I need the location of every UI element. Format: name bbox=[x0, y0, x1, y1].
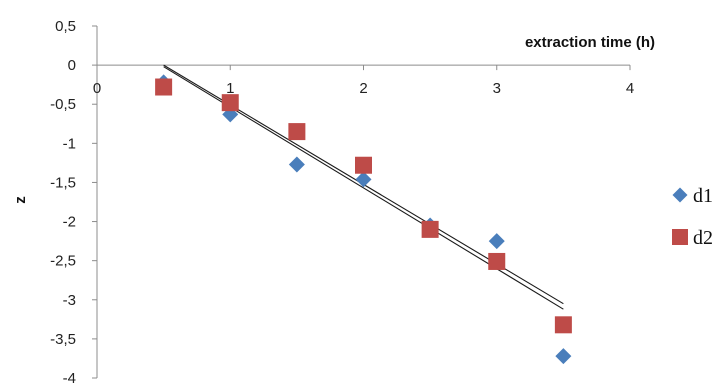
data-point-d2 bbox=[488, 252, 506, 270]
y-axis-title: z bbox=[12, 196, 29, 204]
y-tick-label: -1,5 bbox=[50, 174, 76, 191]
legend-marker-d1 bbox=[672, 187, 688, 203]
y-tick-label: -3,5 bbox=[50, 331, 76, 348]
data-point-d2 bbox=[221, 94, 239, 112]
data-points-layer bbox=[155, 74, 572, 365]
y-tick-label: -2,5 bbox=[50, 253, 76, 270]
data-point-d2 bbox=[155, 78, 173, 96]
data-point-d1 bbox=[288, 156, 305, 173]
legend-marker-d2 bbox=[672, 229, 688, 245]
y-tick-label: -0,5 bbox=[50, 96, 76, 113]
y-tick-label: -4 bbox=[63, 370, 76, 385]
data-point-d2 bbox=[288, 123, 306, 141]
x-tick-label: 4 bbox=[626, 80, 634, 97]
data-point-d1 bbox=[488, 233, 505, 250]
x-tick-label: 3 bbox=[493, 80, 501, 97]
data-point-d2 bbox=[554, 316, 572, 334]
y-tick-label: -1 bbox=[63, 135, 76, 152]
legend: d1 d2 bbox=[672, 185, 713, 249]
y-tick-label: 0,5 bbox=[55, 18, 76, 35]
x-tick-label: 1 bbox=[226, 80, 234, 97]
data-point-d2 bbox=[421, 220, 439, 238]
x-axis-title: extraction time (h) bbox=[525, 34, 655, 51]
x-tick-label: 0 bbox=[93, 80, 101, 97]
y-tick-label: -2 bbox=[63, 214, 76, 231]
x-tick-label: 2 bbox=[359, 80, 367, 97]
data-point-d1 bbox=[555, 348, 572, 365]
data-point-d1 bbox=[355, 171, 372, 188]
y-tick-label: -3 bbox=[63, 292, 76, 309]
legend-label-d2: d2 bbox=[693, 227, 713, 249]
axes-layer: 0,5 0 -0,5 -1 -1,5 -2 -2,5 -3 -3,5 -4 0 1 2 3 4 extract… bbox=[12, 18, 655, 385]
data-point-d2 bbox=[355, 156, 372, 174]
legend-label-d1: d1 bbox=[693, 185, 713, 207]
y-tick-label: 0 bbox=[68, 57, 76, 74]
